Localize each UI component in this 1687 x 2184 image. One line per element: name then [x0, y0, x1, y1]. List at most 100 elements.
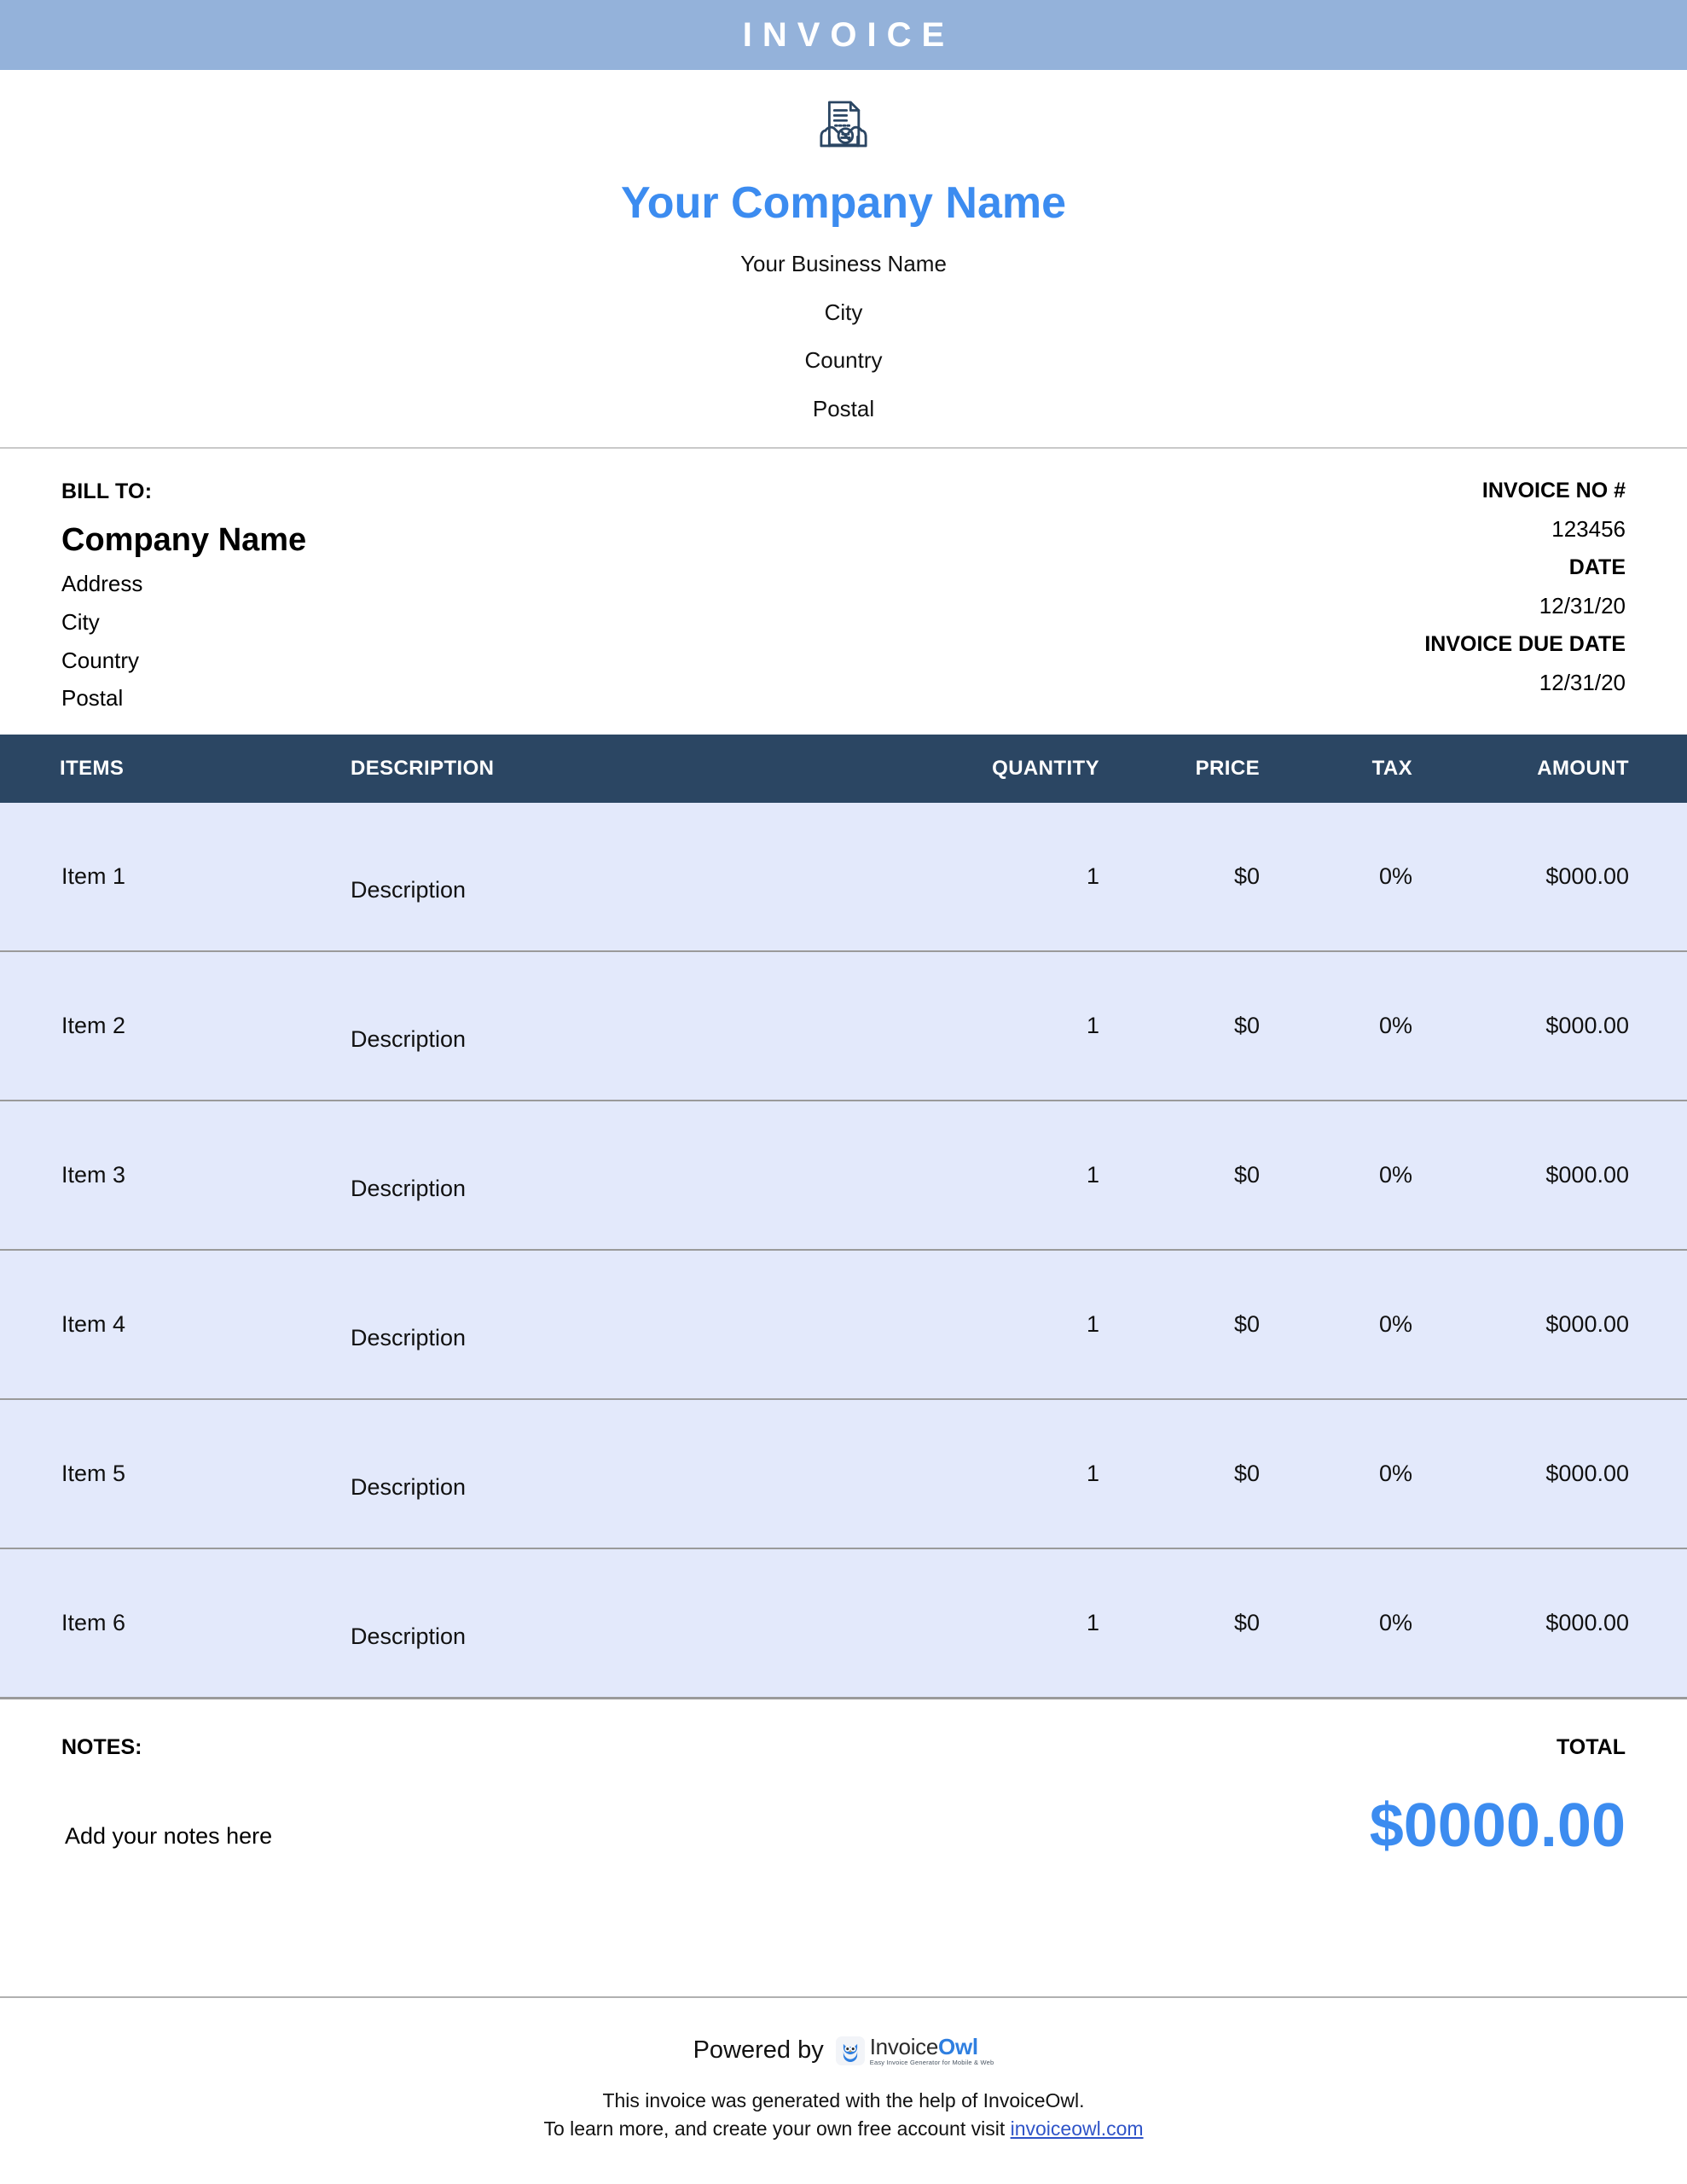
- cell-price: $0: [1135, 1398, 1292, 1549]
- invoice-date-value: 12/31/20: [1539, 593, 1626, 619]
- cell-item: Item 5: [0, 1398, 308, 1549]
- bill-to-label: BILL TO:: [61, 479, 153, 503]
- table-header-row: ITEMS DESCRIPTION QUANTITY PRICE TAX AMO…: [0, 734, 1687, 803]
- invoice-banner: INVOICE: [0, 0, 1687, 70]
- table-row[interactable]: Item 3 Description 1 $0 0% $000.00: [0, 1100, 1687, 1251]
- company-line-business: Your Business Name: [740, 251, 947, 277]
- footer-note-line-2-wrap: To learn more, and create your own free …: [0, 2115, 1687, 2143]
- notes-and-total-section: NOTES: Add your notes here TOTAL $0000.0…: [0, 1699, 1687, 1859]
- table-row[interactable]: Item 4 Description 1 $0 0% $000.00: [0, 1249, 1687, 1400]
- cell-amount: $000.00: [1445, 950, 1687, 1101]
- cell-description: Description: [308, 1398, 954, 1549]
- brand-tagline: Easy Invoice Generator for Mobile & Web: [869, 2059, 994, 2066]
- cell-description: Description: [308, 950, 954, 1101]
- company-logo: [0, 85, 1687, 164]
- powered-by-label: Powered by: [693, 2036, 824, 2065]
- cell-amount: $000.00: [1445, 802, 1687, 952]
- owl-icon: [835, 2036, 865, 2065]
- cell-quantity: 1: [954, 1249, 1135, 1400]
- bill-to-postal: Postal: [61, 685, 124, 712]
- cell-price: $0: [1135, 1249, 1292, 1400]
- footer: Powered by InvoiceOwl: [0, 2036, 1687, 2143]
- cell-amount: $000.00: [1445, 1100, 1687, 1251]
- cell-tax: 0%: [1292, 1100, 1445, 1251]
- bill-to-address: Address: [61, 571, 143, 597]
- brand-word-owl: Owl: [938, 2034, 978, 2059]
- cell-price: $0: [1135, 1100, 1292, 1251]
- invoice-details-block: INVOICE NO # 123456 DATE 12/31/20 INVOIC…: [1424, 479, 1626, 711]
- company-name: Your Company Name: [620, 178, 1067, 228]
- cell-item: Item 4: [0, 1249, 308, 1400]
- company-header: Your Company Name Your Business Name Cit…: [0, 70, 1687, 449]
- cell-description: Description: [308, 1548, 954, 1699]
- invoiceowl-link[interactable]: invoiceowl.com: [1010, 2117, 1144, 2140]
- notes-label: NOTES:: [61, 1734, 142, 1759]
- line-items-header: ITEMS DESCRIPTION QUANTITY PRICE TAX AMO…: [0, 734, 1687, 803]
- cell-item: Item 6: [0, 1548, 308, 1699]
- cell-description: Description: [308, 802, 954, 952]
- cell-description: Description: [308, 1249, 954, 1400]
- column-header-price: PRICE: [1135, 734, 1292, 803]
- column-header-tax: TAX: [1292, 734, 1445, 803]
- invoice-due-date-label: INVOICE DUE DATE: [1424, 631, 1626, 656]
- cell-item: Item 2: [0, 950, 308, 1101]
- cell-quantity: 1: [954, 1548, 1135, 1699]
- table-row[interactable]: Item 1 Description 1 $0 0% $000.00: [0, 802, 1687, 952]
- invoice-number-value: 123456: [1551, 516, 1626, 543]
- cell-tax: 0%: [1292, 802, 1445, 952]
- cell-amount: $000.00: [1445, 1249, 1687, 1400]
- column-header-items: ITEMS: [0, 734, 308, 803]
- bill-to-block: BILL TO: Company Name Address City Count…: [61, 479, 306, 711]
- company-line-postal: Postal: [812, 395, 875, 421]
- footer-note-line-2: To learn more, and create your own free …: [543, 2117, 1006, 2140]
- cell-quantity: 1: [954, 1398, 1135, 1549]
- cell-quantity: 1: [954, 802, 1135, 952]
- bill-to-company-name: Company Name: [61, 521, 307, 558]
- total-block: TOTAL $0000.00: [1370, 1735, 1626, 1859]
- footer-note-line-1: This invoice was generated with the help…: [602, 2088, 1085, 2111]
- company-line-city: City: [824, 299, 863, 325]
- invoice-due-date-value: 12/31/20: [1539, 670, 1626, 696]
- cell-tax: 0%: [1292, 950, 1445, 1101]
- cell-amount: $000.00: [1445, 1398, 1687, 1549]
- invoiceowl-wordmark: InvoiceOwl Easy Invoice Generator for Mo…: [870, 2036, 994, 2066]
- total-label: TOTAL: [1556, 1734, 1626, 1759]
- powered-by-row: Powered by InvoiceOwl: [0, 2036, 1687, 2066]
- total-amount: $0000.00: [1369, 1791, 1626, 1860]
- column-header-quantity: QUANTITY: [954, 734, 1135, 803]
- cell-amount: $000.00: [1445, 1548, 1687, 1699]
- notes-text[interactable]: Add your notes here: [65, 1822, 273, 1849]
- invoice-meta-section: BILL TO: Company Name Address City Count…: [0, 449, 1687, 735]
- cell-price: $0: [1135, 802, 1292, 952]
- invoice-number-label: INVOICE NO #: [1481, 478, 1626, 502]
- table-row[interactable]: Item 6 Description 1 $0 0% $000.00: [0, 1548, 1687, 1699]
- cell-tax: 0%: [1292, 1398, 1445, 1549]
- cell-tax: 0%: [1292, 1548, 1445, 1699]
- cell-tax: 0%: [1292, 1249, 1445, 1400]
- cell-price: $0: [1135, 1548, 1292, 1699]
- column-header-amount: AMOUNT: [1445, 734, 1687, 803]
- invoiceowl-logo[interactable]: InvoiceOwl Easy Invoice Generator for Mo…: [835, 2036, 994, 2066]
- table-row[interactable]: Item 5 Description 1 $0 0% $000.00: [0, 1398, 1687, 1549]
- footer-note: This invoice was generated with the help…: [0, 2087, 1687, 2144]
- owl-glyph: [843, 2043, 857, 2062]
- bill-to-city: City: [61, 608, 100, 635]
- cell-price: $0: [1135, 950, 1292, 1101]
- cell-quantity: 1: [954, 950, 1135, 1101]
- invoice-document-hands-stamp-icon: [820, 101, 867, 148]
- table-row[interactable]: Item 2 Description 1 $0 0% $000.00: [0, 950, 1687, 1101]
- brand-word-invoice: Invoice: [869, 2034, 939, 2059]
- cell-item: Item 3: [0, 1100, 308, 1251]
- column-header-description: DESCRIPTION: [308, 734, 954, 803]
- bill-to-country: Country: [61, 647, 140, 673]
- footer-divider: [0, 1996, 1687, 1998]
- line-items-body: Item 1 Description 1 $0 0% $000.00 Item …: [0, 802, 1687, 1699]
- company-line-country: Country: [804, 347, 883, 374]
- notes-block: NOTES: Add your notes here: [61, 1735, 272, 1850]
- cell-quantity: 1: [954, 1100, 1135, 1251]
- line-items-table: ITEMS DESCRIPTION QUANTITY PRICE TAX AMO…: [0, 734, 1687, 1699]
- invoice-date-label: DATE: [1568, 555, 1626, 579]
- cell-item: Item 1: [0, 802, 308, 952]
- invoice-banner-title: INVOICE: [742, 15, 955, 54]
- cell-description: Description: [308, 1100, 954, 1251]
